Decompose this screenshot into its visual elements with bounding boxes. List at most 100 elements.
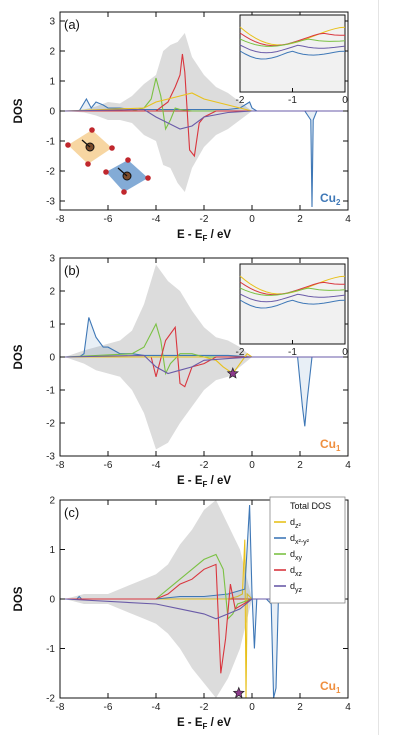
cu-site-illustration	[65, 127, 151, 195]
x-tick-label: -8	[56, 460, 65, 471]
panel-2: -8 -6 -4 -2 0 2 4 2 1 0 -1 -2 E - EF / eV DOS (c) Cu1 To…	[13, 496, 351, 732]
x-tick-label: 0	[249, 702, 255, 713]
series-dx2y2-line	[64, 97, 348, 208]
legend-entry-dz2: dz²	[290, 517, 302, 530]
series-dxz-line	[64, 53, 348, 158]
legend-entry-total: Total DOS	[290, 501, 331, 511]
oxygen-atom	[145, 175, 151, 181]
oxygen-atom	[109, 145, 115, 151]
inset-line-dx2y2	[239, 50, 346, 60]
x-tick-label: 0	[249, 460, 255, 471]
legend-entry-dxz: dxz	[290, 565, 303, 578]
x-tick-label: 2	[297, 460, 303, 471]
x-tick-label: -2	[200, 460, 209, 471]
y-tick-label: -2	[46, 167, 55, 178]
series-dxz-line	[64, 325, 348, 388]
oxygen-atom	[85, 161, 91, 167]
x-tick-label: 4	[345, 702, 351, 713]
inset-x-tick-label: -1	[288, 347, 297, 358]
y-axis-label: DOS	[13, 344, 25, 369]
series-dxz-line	[64, 563, 348, 674]
x-tick-label: -8	[56, 702, 65, 713]
y-tick-label: -2	[46, 694, 55, 705]
site-label: Cu1	[320, 437, 341, 453]
bond	[81, 139, 91, 148]
x-tick-label: -6	[104, 460, 113, 471]
inset-line-dxy	[239, 287, 346, 296]
series-dz2-line	[64, 539, 348, 699]
legend-entry-dxy: dxy	[290, 549, 303, 562]
y-tick-label: -3	[46, 197, 55, 208]
legend-entry-dyz: dyz	[290, 581, 303, 594]
y-tick-label: 3	[49, 17, 55, 28]
y-tick-label: -1	[46, 137, 55, 148]
x-tick-label: 2	[297, 214, 303, 225]
y-tick-label: 0	[49, 595, 55, 606]
series-dyz-line	[64, 598, 348, 620]
x-tick-label: -4	[152, 460, 161, 471]
x-axis-label: E - EF / eV	[177, 229, 231, 243]
bond	[117, 167, 128, 177]
panel-label: (a)	[64, 17, 80, 32]
inset-x-tick-label: -1	[288, 95, 297, 106]
oxygen-atom	[103, 169, 109, 175]
inset-x-tick-label: -2	[236, 347, 245, 358]
y-tick-label: 3	[49, 254, 55, 265]
panel-label: (b)	[64, 263, 80, 278]
x-tick-label: -4	[152, 702, 161, 713]
page-divider	[378, 0, 379, 735]
y-tick-label: -1	[46, 386, 55, 397]
inset-line-dyz	[239, 293, 346, 303]
series-dyz-line	[64, 354, 348, 375]
y-tick-label: 2	[49, 287, 55, 298]
total-dos-area	[64, 33, 252, 192]
y-tick-label: 2	[49, 496, 55, 507]
star-marker	[232, 686, 245, 699]
y-tick-label: -2	[46, 419, 55, 430]
panel-1: -8 -6 -4 -2 0 2 4 3 2 1 0 -1 -2 -3 E - EF / eV DOS (b) Cu…	[13, 254, 351, 490]
y-tick-label: -1	[46, 644, 55, 655]
inset-frame	[239, 263, 346, 345]
x-tick-label: 2	[297, 702, 303, 713]
x-tick-label: -4	[152, 214, 161, 225]
inset: -2 -1 0	[236, 14, 348, 106]
x-tick-label: -2	[200, 702, 209, 713]
inset: -2 -1 0	[236, 263, 348, 358]
oxygen-atom	[89, 127, 95, 133]
series-dx2y2-line	[64, 317, 348, 427]
x-tick-label: -2	[200, 214, 209, 225]
y-tick-label: 2	[49, 47, 55, 58]
x-tick-label: -6	[104, 214, 113, 225]
y-axis-label: DOS	[13, 98, 25, 123]
star-marker	[226, 367, 239, 379]
x-axis-label: E - EF / eV	[177, 475, 231, 489]
x-tick-label: -8	[56, 214, 65, 225]
y-tick-label: 1	[49, 320, 55, 331]
panel-0: -8 -6 -4 -2 0 2 4 3 2 1 0 -1 -2 -3 E - EF / eV DOS (a) Cu…	[13, 11, 351, 243]
series-dxy-line	[64, 553, 348, 621]
x-tick-label: -6	[104, 702, 113, 713]
inset-line-dx2y2	[239, 299, 346, 309]
y-tick-label: 0	[49, 353, 55, 364]
inset-line-dyz	[239, 44, 346, 54]
y-tick-label: -3	[46, 452, 55, 463]
inset-x-tick-label: 0	[342, 347, 348, 358]
site-label: Cu1	[320, 679, 341, 695]
series-dz2-line	[64, 92, 348, 112]
x-tick-label: 0	[249, 214, 255, 225]
x-tick-label: 4	[345, 460, 351, 471]
inset-x-tick-label: 0	[342, 95, 348, 106]
oxygen-atom	[121, 189, 127, 195]
legend-box	[269, 496, 346, 604]
y-tick-label: 1	[49, 77, 55, 88]
inset-x-tick-label: -2	[236, 95, 245, 106]
dos-figure: -8 -6 -4 -2 0 2 4 3 2 1 0 -1 -2 -3 E - EF / eV DOS (a) Cu…	[13, 11, 351, 732]
series-dyz-line	[64, 108, 348, 130]
panel-label: (c)	[64, 505, 79, 520]
oxygen-atom	[125, 157, 131, 163]
y-axis-label: DOS	[13, 586, 25, 611]
x-axis-label: E - EF / eV	[177, 717, 231, 731]
legend-entry-dx2y2: dx²-y²	[290, 533, 310, 546]
y-tick-label: 1	[49, 545, 55, 556]
oxygen-atom	[65, 142, 71, 148]
